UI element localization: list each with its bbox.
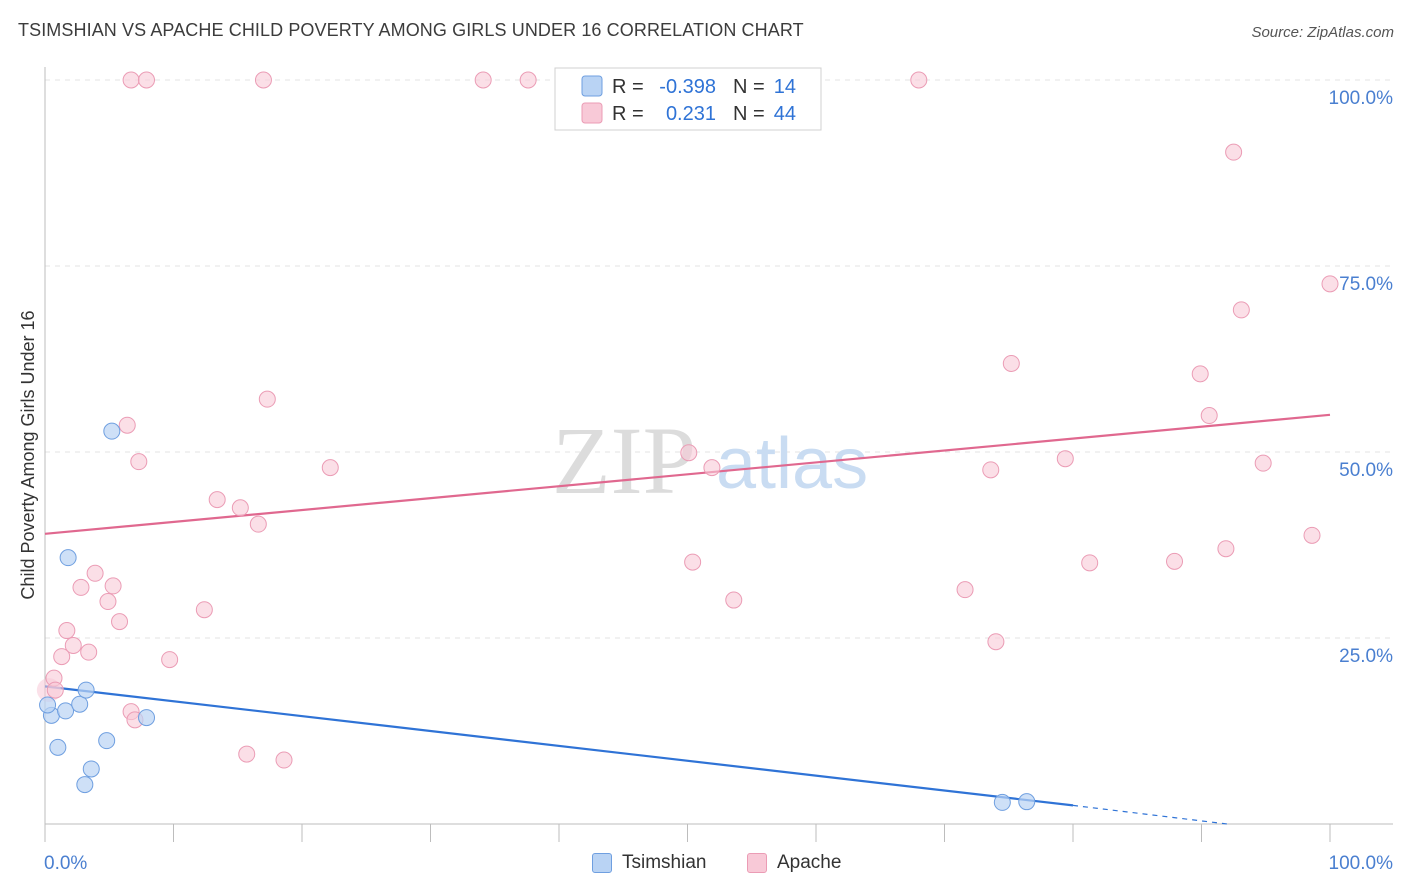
data-point-tsimshian-2: [49, 738, 67, 756]
legend-n-value-apache: 44: [774, 103, 796, 125]
data-point-apache-34: [1081, 554, 1099, 572]
series-swatch-apache: [747, 853, 767, 873]
data-point-apache-41: [1254, 454, 1272, 472]
data-point-apache-6: [80, 643, 98, 661]
legend-r-label-tsimshian: R =: [612, 76, 644, 98]
legend-n-label-apache: N =: [733, 103, 765, 125]
data-point-apache-20: [249, 515, 267, 533]
data-point-apache-46: [254, 71, 272, 89]
data-point-apache-39: [1225, 143, 1243, 161]
y-tick-label-1: 50.0%: [1339, 460, 1393, 481]
data-point-apache-21: [258, 390, 276, 408]
trend-lines: [44, 413, 1331, 825]
data-point-apache-37: [1200, 407, 1218, 425]
data-point-tsimshian-3: [57, 702, 75, 720]
series-legend-apache: Apache: [747, 852, 841, 874]
y-axis-label: Child Poverty Among Girls Under 16: [18, 310, 38, 599]
data-point-apache-23: [321, 459, 339, 477]
data-point-apache-28: [910, 71, 928, 89]
data-point-apache-30: [982, 461, 1000, 479]
data-point-apache-31: [987, 633, 1005, 651]
data-point-apache-45: [138, 71, 156, 89]
data-point-apache-19: [238, 745, 256, 763]
y-tick-label-2: 75.0%: [1339, 274, 1393, 295]
legend-r-label-apache: R =: [612, 103, 644, 125]
data-point-apache-29: [956, 581, 974, 599]
data-point-tsimshian-9: [98, 732, 116, 750]
data-point-apache-47: [474, 71, 492, 89]
data-point-apache-25: [684, 553, 702, 571]
y-tick-label-0: 25.0%: [1339, 646, 1393, 667]
data-point-apache-15: [161, 651, 179, 669]
data-point-apache-1: [46, 681, 64, 699]
data-point-apache-32: [1002, 354, 1020, 372]
legend-swatch-tsimshian: [581, 75, 603, 97]
data-point-apache-7: [86, 564, 104, 582]
data-point-tsimshian-10: [103, 422, 121, 440]
data-point-apache-12: [130, 453, 148, 471]
data-point-apache-9: [104, 577, 122, 595]
data-point-apache-8: [99, 593, 117, 611]
correlation-legend: R = -0.398 N = 14 R = 0.231 N = 44: [554, 67, 822, 131]
data-point-tsimshian-5: [71, 695, 89, 713]
data-point-apache-43: [1321, 275, 1339, 293]
trend-line-tsimshian: [44, 685, 1074, 807]
data-point-tsimshian-7: [76, 776, 94, 794]
data-point-tsimshian-12: [993, 793, 1011, 811]
data-point-apache-2: [53, 648, 71, 666]
data-point-apache-18: [231, 499, 249, 517]
data-point-apache-10: [111, 613, 129, 631]
data-point-apache-5: [72, 578, 90, 596]
series-label-apache: Apache: [777, 852, 842, 873]
data-point-apache-35: [1166, 552, 1184, 570]
trend-line-apache: [44, 413, 1331, 535]
data-point-apache-26: [703, 459, 721, 477]
legend-swatch-apache: [581, 102, 603, 124]
x-tick-label-0: 0.0%: [44, 853, 87, 874]
tick-labels: 25.0% 50.0% 75.0% 100.0% 0.0% 100.0%: [44, 88, 1393, 874]
series-label-tsimshian: Tsimshian: [622, 852, 707, 873]
data-point-tsimshian-1: [39, 696, 57, 714]
legend-r-value-apache: 0.231: [666, 103, 716, 125]
data-point-apache-22: [275, 751, 293, 769]
data-point-apache-27: [725, 591, 743, 609]
legend-r-value-tsimshian: -0.398: [659, 76, 716, 98]
trend-line-tsimshian-extension: [1072, 804, 1228, 825]
data-point-tsimshian-11: [138, 709, 156, 727]
data-point-tsimshian-13: [1018, 793, 1036, 811]
data-point-apache-4: [64, 636, 82, 654]
legend-n-label-tsimshian: N =: [733, 76, 765, 98]
data-point-apache-33: [1056, 450, 1074, 468]
data-point-apache-3: [58, 622, 76, 640]
grid-lines: [45, 79, 1393, 639]
data-point-apache-44: [122, 71, 140, 89]
data-point-apache-24: [680, 444, 698, 462]
x-tick-label-1: 100.0%: [1329, 853, 1394, 874]
series-swatch-tsimshian: [592, 853, 612, 873]
data-points: [36, 71, 1339, 811]
series-legend-tsimshian: Tsimshian: [592, 852, 706, 874]
data-point-apache-38: [1217, 540, 1235, 558]
legend-n-value-tsimshian: 14: [774, 76, 796, 98]
data-point-apache-48: [519, 71, 537, 89]
watermark-zip: ZIP: [552, 407, 696, 514]
y-tick-label-3: 100.0%: [1329, 88, 1394, 109]
data-point-apache-40: [1232, 301, 1250, 319]
data-point-apache-17: [208, 491, 226, 509]
data-point-apache-11: [118, 416, 136, 434]
data-point-tsimshian-6: [77, 681, 95, 699]
data-point-apache-16: [195, 601, 213, 619]
data-point-apache-42: [1303, 526, 1321, 544]
data-point-tsimshian-4: [59, 549, 77, 567]
chart-source: Source: ZipAtlas.com: [1251, 24, 1394, 41]
series-legend: Tsimshian Apache: [0, 852, 1406, 878]
data-point-tsimshian-8: [82, 760, 100, 778]
chart-title: TSIMSHIAN VS APACHE CHILD POVERTY AMONG …: [18, 20, 804, 40]
data-point-apache-36: [1191, 365, 1209, 383]
